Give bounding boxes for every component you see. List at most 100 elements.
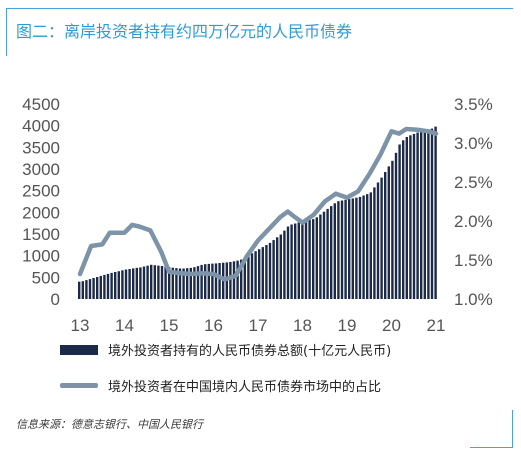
bar xyxy=(153,265,156,299)
bar xyxy=(85,280,88,299)
bar xyxy=(412,133,416,299)
bar xyxy=(211,263,214,299)
legend-label-line: 境外投资者在中国境内人民币债券市场中的占比 xyxy=(108,380,382,395)
chart-svg: 0 500 1000 1500 2000 2500 3000 3500 4000 4500 1.0… xyxy=(22,95,493,335)
bar xyxy=(135,267,138,299)
bar xyxy=(308,219,311,299)
legend-label-bars: 境外投资者持有的人民币债券总额(十亿元人民币) xyxy=(108,344,392,359)
right-axis-tick: 3.0% xyxy=(454,134,493,153)
legend-item-line: 境外投资者在中国境内人民币债券市场中的占比 xyxy=(60,376,381,395)
bar xyxy=(78,281,81,299)
bar xyxy=(301,221,304,299)
bar xyxy=(117,271,120,299)
bar xyxy=(286,226,290,299)
bar xyxy=(366,194,369,299)
bar xyxy=(398,144,401,299)
bar xyxy=(340,200,344,299)
bar xyxy=(423,130,426,299)
left-axis-tick: 4000 xyxy=(22,117,60,136)
legend-item-bars: 境外投资者持有的人民币债券总额(十亿元人民币) xyxy=(60,340,391,359)
figure-title: 图二：离岸投资者持有约四万亿元的人民币债券 xyxy=(16,22,353,41)
bar xyxy=(142,266,146,299)
bar xyxy=(124,269,128,299)
x-axis-tick: 20 xyxy=(382,316,401,335)
bar xyxy=(247,255,250,299)
right-axis-tick: 2.0% xyxy=(454,212,493,231)
bar xyxy=(376,182,380,299)
x-axis-tick: 18 xyxy=(293,316,312,335)
bar xyxy=(243,257,246,299)
bar xyxy=(232,261,236,299)
bar xyxy=(160,266,164,299)
bar xyxy=(182,268,185,299)
x-axis-labels: 13 14 15 16 17 18 19 20 21 xyxy=(71,316,446,335)
bar xyxy=(186,268,189,299)
left-axis-tick: 2000 xyxy=(22,203,60,222)
x-axis-tick: 19 xyxy=(338,316,357,335)
bar xyxy=(362,195,365,299)
bar xyxy=(402,140,405,299)
bar xyxy=(373,187,376,299)
bar xyxy=(236,260,239,299)
bar xyxy=(322,211,326,299)
bar xyxy=(337,201,340,299)
bar xyxy=(405,137,408,299)
right-axis-tick: 2.5% xyxy=(454,173,493,192)
bar xyxy=(81,281,84,299)
bar xyxy=(250,253,254,299)
bar xyxy=(164,266,167,299)
frame-right-border xyxy=(512,410,513,448)
left-axis-labels: 0 500 1000 1500 2000 2500 3000 3500 4000 4500 xyxy=(22,95,60,309)
right-axis-labels: 1.0% 1.5% 2.0% 2.5% 3.0% 3.5% xyxy=(454,95,493,309)
bar xyxy=(384,172,387,299)
legend-swatch-bars xyxy=(60,344,98,355)
bar xyxy=(193,267,196,299)
bar xyxy=(265,245,268,299)
bar xyxy=(369,192,372,299)
left-axis-tick: 500 xyxy=(32,268,60,287)
frame-top-border xyxy=(6,8,513,9)
bar xyxy=(409,135,412,299)
bar xyxy=(427,130,430,299)
source-note: 信息来源：德意志银行、中国人民银行 xyxy=(16,418,203,431)
bar xyxy=(99,275,102,299)
x-axis-tick: 21 xyxy=(427,316,446,335)
left-axis-tick: 4500 xyxy=(22,95,60,114)
bar xyxy=(132,268,135,299)
bar xyxy=(330,206,333,299)
bar xyxy=(171,267,174,299)
bar xyxy=(272,240,275,299)
share-line xyxy=(77,126,439,282)
bar xyxy=(218,263,221,299)
bar xyxy=(175,268,178,299)
bar xyxy=(355,197,358,299)
bar xyxy=(434,126,437,299)
bar xyxy=(391,160,394,299)
bar xyxy=(261,247,264,299)
bar xyxy=(304,220,308,299)
bar xyxy=(103,274,106,299)
left-axis-tick: 3500 xyxy=(22,138,60,157)
bar xyxy=(92,278,95,299)
bar xyxy=(358,196,362,299)
right-axis-tick: 3.5% xyxy=(454,95,493,114)
bar xyxy=(178,268,182,299)
bar xyxy=(106,273,110,299)
bar xyxy=(214,263,218,299)
bar xyxy=(344,199,347,299)
x-axis-tick: 13 xyxy=(71,316,90,335)
bar xyxy=(294,223,297,299)
bar xyxy=(430,128,434,299)
bar xyxy=(276,237,279,299)
bar xyxy=(254,251,257,299)
bar xyxy=(88,279,92,299)
right-axis-tick: 1.0% xyxy=(454,290,493,309)
bar xyxy=(290,224,293,299)
bar xyxy=(312,219,315,299)
bar xyxy=(196,266,200,299)
bar xyxy=(394,152,398,299)
bar xyxy=(279,234,282,299)
bar xyxy=(268,242,272,299)
bar xyxy=(319,214,322,299)
bar xyxy=(351,198,354,299)
